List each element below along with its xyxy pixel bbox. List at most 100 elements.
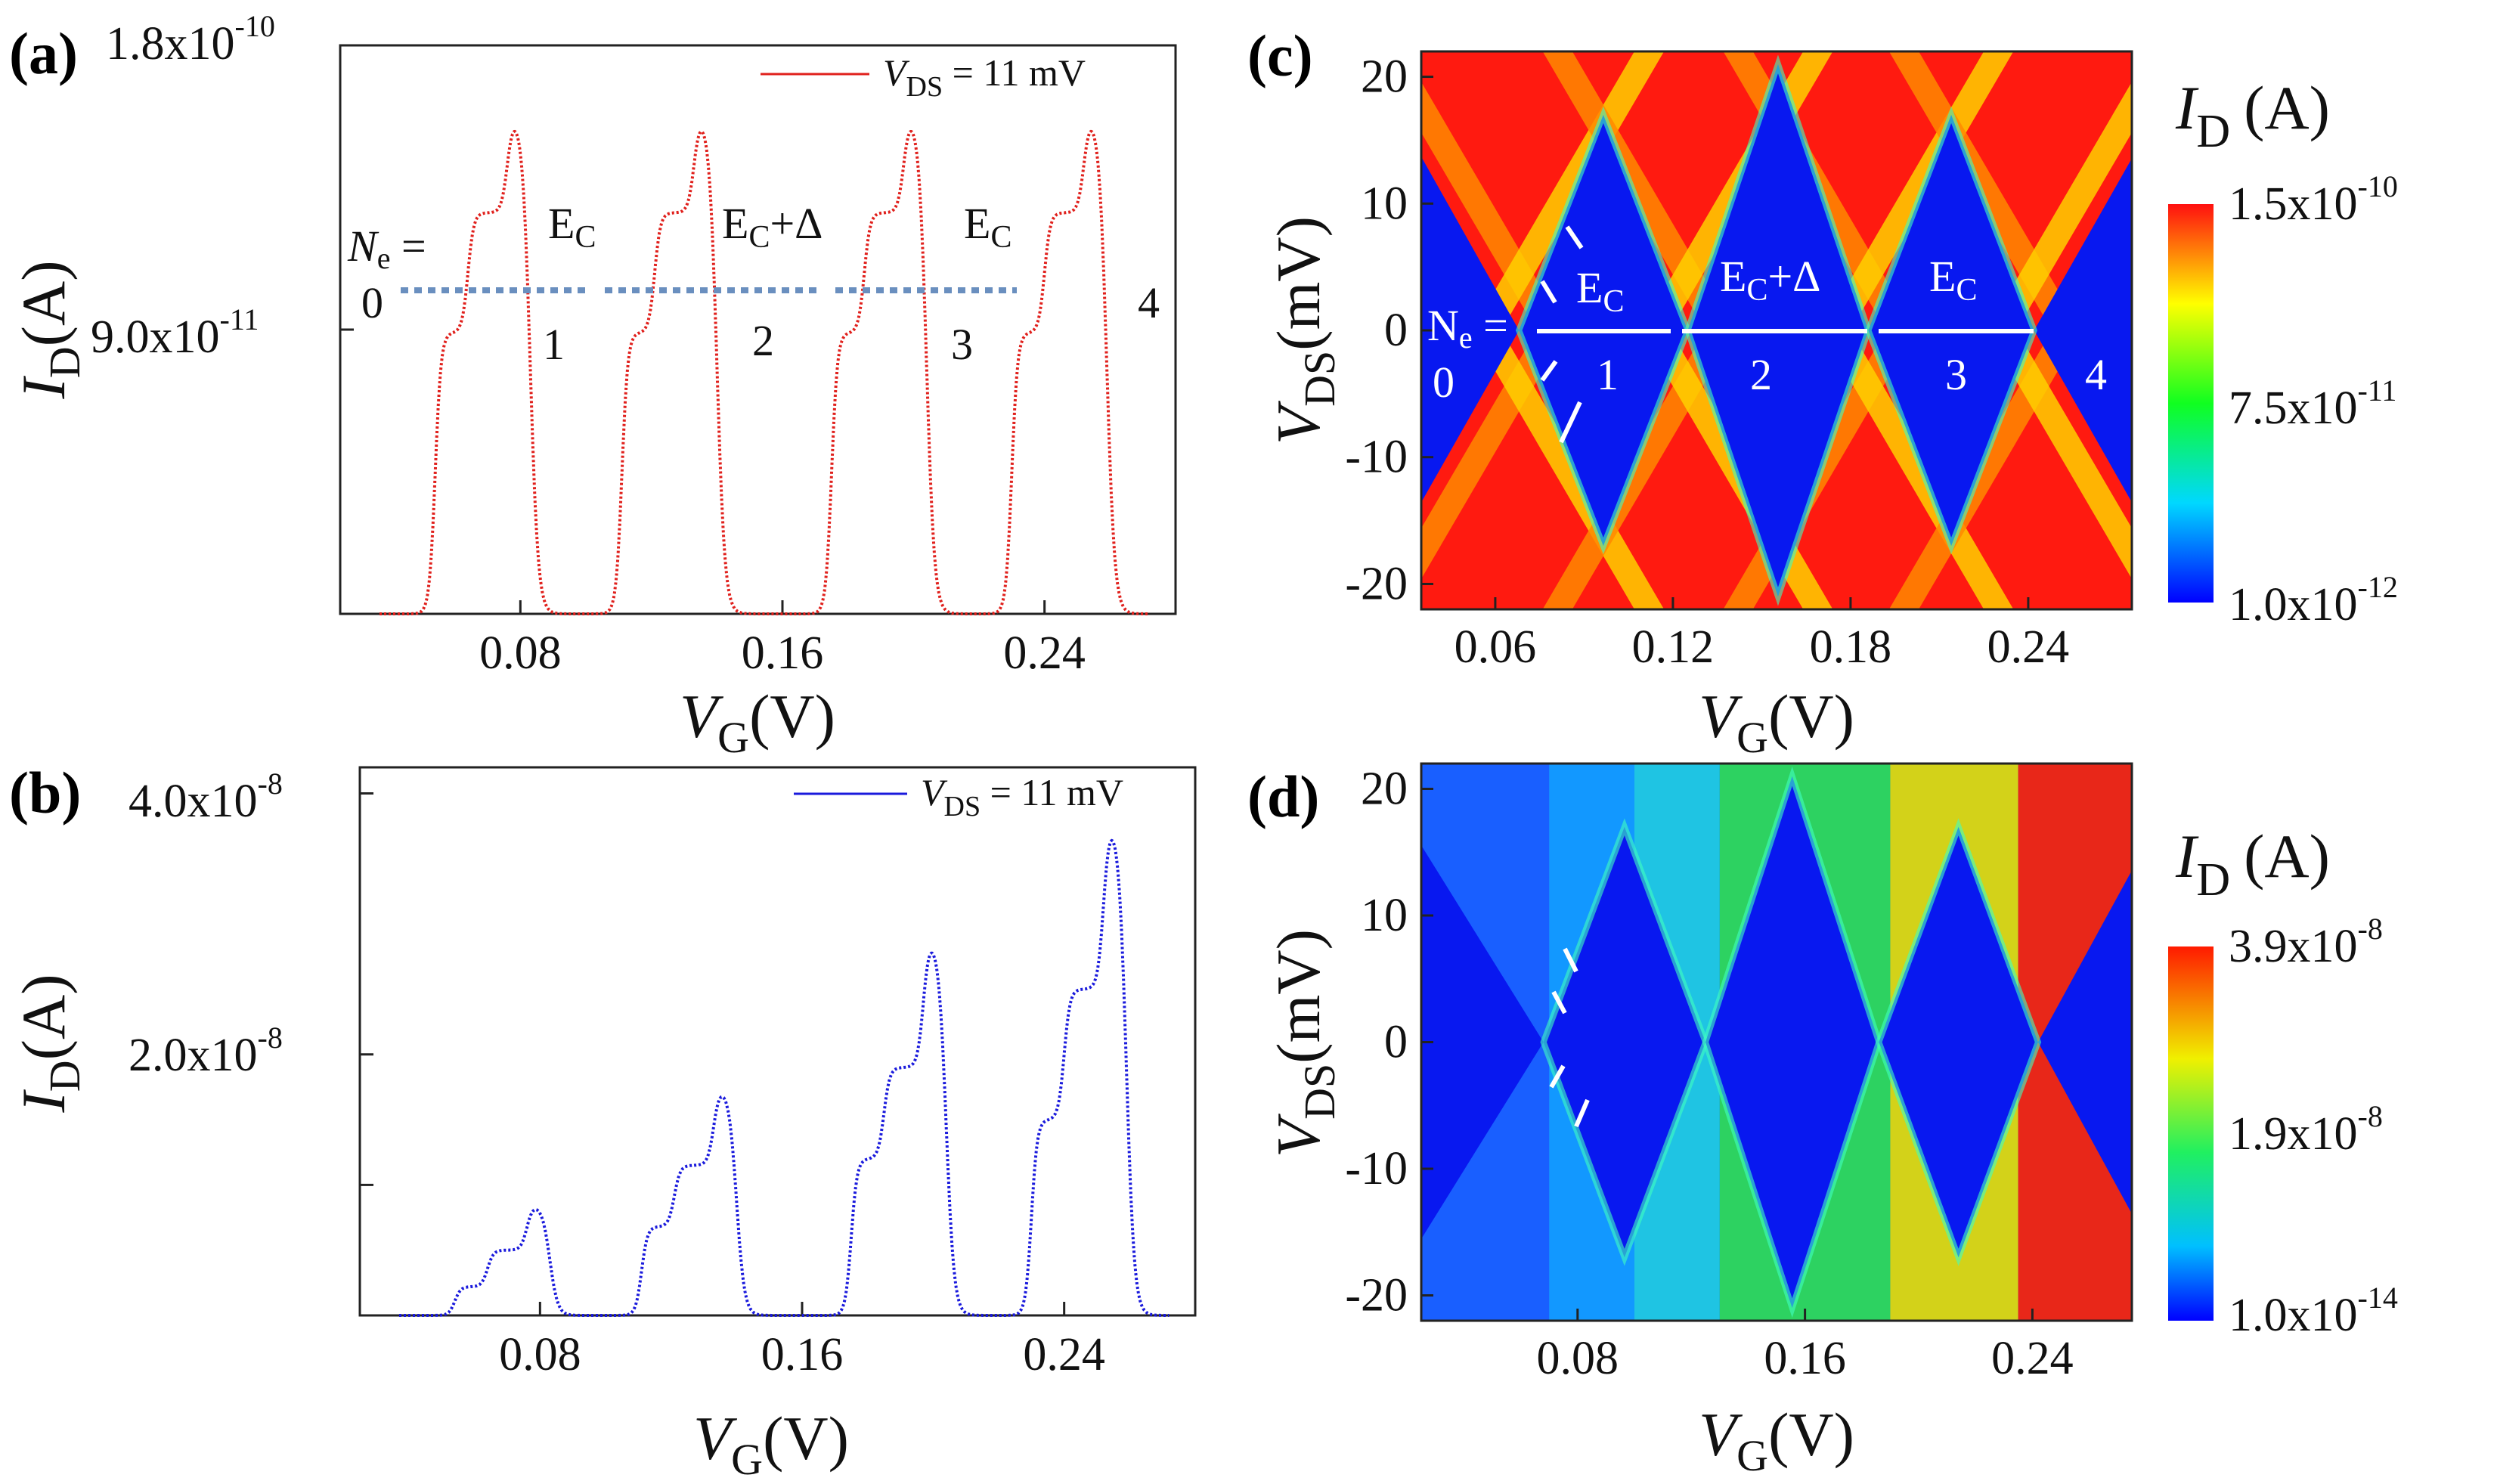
panel-c-left-diamond	[1421, 158, 1520, 503]
panel-a-ylabel: ID(A)	[9, 260, 89, 399]
panel-a-n4: 4	[1138, 278, 1160, 327]
panel-d-edge-arrow-2	[1551, 990, 1567, 1015]
panel-d-colorbar: ID (A) 3.9x10-8 1.9x10-8 1.0x10-14	[2168, 822, 2398, 1341]
panel-d-xlabel: VG(V)	[1699, 1400, 1854, 1480]
legend-a-text: VDS = 11 mV	[883, 51, 1086, 103]
panel-c-xtick-label-1: 0.12	[1632, 621, 1715, 673]
panel-c-xtick-label-2: 0.18	[1810, 621, 1892, 673]
panel-c-ytick-label-4: -20	[1345, 558, 1408, 609]
panel-b-label: (b)	[9, 760, 81, 826]
panel-d-cb-bar	[2168, 946, 2214, 1321]
panel-c-n1: 1	[1597, 350, 1619, 399]
panel-c-xtick-label-3: 0.24	[1987, 621, 2070, 673]
panel-d-cb-min: 1.0x10-14	[2229, 1281, 2398, 1341]
panel-b-legend: VDS = 11 mV	[794, 771, 1123, 823]
panel-c-cb-min: 1.0x10-12	[2229, 570, 2398, 630]
panel-c-ecd: EC+Δ	[1720, 252, 1820, 308]
panel-c-xtick-label-0: 0.06	[1455, 621, 1537, 673]
panel-d-ticks	[1421, 788, 2034, 1321]
panel-d-cb-title: ID (A)	[2175, 822, 2330, 906]
panel-c-edge-arrow-4	[1559, 401, 1582, 444]
panel-a-ec-2: EC	[964, 199, 1012, 255]
panel-d-edge-arrow-4	[1574, 1098, 1590, 1128]
panel-d-ytick-label-1: 10	[1361, 890, 1408, 941]
panel-d-cb-mid: 1.9x10-8	[2229, 1099, 2383, 1160]
panel-a-ecd: EC+Δ	[722, 199, 823, 255]
panel-b-series-line	[399, 838, 1170, 1317]
panel-c-ticks	[1421, 76, 2030, 609]
panel-c-heatmap	[1421, 51, 2132, 609]
panel-d-heatmap	[1421, 764, 2132, 1321]
panel-b-xlabel: VG(V)	[693, 1404, 849, 1484]
panel-d-xtick-label-2: 0.24	[1991, 1333, 2074, 1384]
panel-c-n2: 2	[1750, 350, 1772, 399]
panel-a-ticks	[340, 44, 1046, 614]
panel-c-annotations: Ne = 0 1 2 3 4 EC EC+Δ EC	[1427, 225, 2107, 444]
legend-b-text: VDS = 11 mV	[921, 771, 1123, 823]
panel-a-ytick-top: 1.8x10-10	[106, 9, 275, 70]
panel-c-colorbar: ID (A) 1.5x10-10 7.5x10-11 1.0x10-12	[2168, 73, 2398, 630]
panel-a-ec-1: EC	[548, 199, 596, 255]
panel-d: (d) 20 10 0 -10 -20 0.08 0.16 0.24 VDS(mV) VG(…	[1247, 762, 2398, 1480]
panel-c-n0: 0	[1433, 358, 1455, 407]
panel-c-stripe-3-up-1	[1987, 82, 2132, 330]
panel-b-xtick-labels: 0.08 0.16 0.24	[499, 1329, 1105, 1380]
panel-c-stripe-2-up-1	[1820, 51, 2014, 330]
panel-d-ylabel: VDS(mV)	[1264, 929, 1344, 1157]
panel-a-n1: 1	[543, 320, 565, 369]
panel-b: (b) 4.0x10-8 2.0x10-8 0.08 0.16 0.24 ID(A)…	[9, 760, 1197, 1484]
panel-d-diamond-3	[1876, 818, 2042, 1266]
panel-b-frame	[358, 766, 1197, 1317]
panel-c-edge-arrow-3	[1540, 360, 1558, 382]
panel-c-edge-arrow-2	[1540, 280, 1557, 304]
panel-a-xlabel: VG(V)	[680, 682, 835, 762]
panel-d-ytick-label-2: 0	[1384, 1017, 1408, 1068]
panel-a-label: (a)	[9, 20, 78, 86]
panel-c-ec-2: EC	[1929, 252, 1977, 308]
panel-d-ytick-label-4: -20	[1345, 1270, 1408, 1321]
panel-c-stripe-0-dn-1	[1471, 330, 1665, 609]
panel-d-ytick-label-0: 20	[1361, 764, 1408, 815]
panel-c-ytick-label-1: 10	[1361, 178, 1408, 229]
panel-b-ytick-top: 4.0x10-8	[129, 767, 283, 827]
panel-c-edge-arrow-1	[1565, 225, 1584, 249]
panel-d-left-diamond	[1421, 845, 1544, 1239]
panel-b-xtick-label-1: 0.16	[761, 1329, 844, 1380]
panel-b-ticks	[360, 792, 1066, 1315]
panel-d-xtick-label-0: 0.08	[1537, 1333, 1619, 1384]
panel-a-n2: 2	[752, 316, 774, 365]
panel-d-ytick-labels: 20 10 0 -10 -20	[1345, 764, 1408, 1321]
panel-d-ytick-label-3: -10	[1345, 1143, 1408, 1194]
panel-a: (a) 1.8x10-10 9.0x10-11 0.08 0.16 0.24 ID(…	[9, 9, 1177, 762]
panel-d-edge-arrows	[1549, 947, 1590, 1128]
panel-a-xtick-labels: 0.08 0.16 0.24	[479, 627, 1086, 679]
panel-c-cb-max: 1.5x10-10	[2229, 169, 2398, 230]
panel-d-label: (d)	[1247, 764, 1319, 829]
panel-c-cb-bar	[2168, 204, 2214, 603]
panel-a-series-line	[380, 129, 1150, 615]
panel-b-ytick-mid: 2.0x10-8	[129, 1021, 283, 1081]
panel-a-n3: 3	[951, 320, 973, 369]
panel-c-ytick-label-0: 20	[1361, 51, 1408, 103]
panel-c-ylabel: VDS(mV)	[1264, 216, 1344, 445]
panel-b-xtick-label-2: 0.24	[1023, 1329, 1105, 1380]
panel-c-cb-title: ID (A)	[2175, 73, 2330, 157]
panel-c-ytick-label-2: 0	[1384, 305, 1408, 356]
panel-c-cb-mid: 7.5x10-11	[2229, 373, 2396, 434]
panel-c-xtick-labels: 0.06 0.12 0.18 0.24	[1455, 621, 2070, 673]
panel-d-right-diamond	[2037, 870, 2132, 1214]
panel-c-ec-1: EC	[1576, 263, 1624, 319]
panel-d-edge-arrow-3	[1549, 1064, 1566, 1089]
panel-c-stripe-0-up-1	[1471, 51, 1665, 330]
panel-c-ytick-label-3: -10	[1345, 432, 1408, 483]
panel-d-xtick-labels: 0.08 0.16 0.24	[1537, 1333, 2074, 1384]
panel-a-ne-label: Ne =	[347, 222, 426, 275]
panel-a-n0: 0	[361, 278, 383, 327]
panel-d-xtick-label-1: 0.16	[1764, 1333, 1846, 1384]
panel-d-cb-max: 3.9x10-8	[2229, 912, 2383, 972]
panel-c-xlabel: VG(V)	[1699, 682, 1854, 762]
panel-b-ylabel: ID(A)	[9, 974, 89, 1113]
panel-c-stripe-2-dn-1	[1820, 330, 2014, 609]
